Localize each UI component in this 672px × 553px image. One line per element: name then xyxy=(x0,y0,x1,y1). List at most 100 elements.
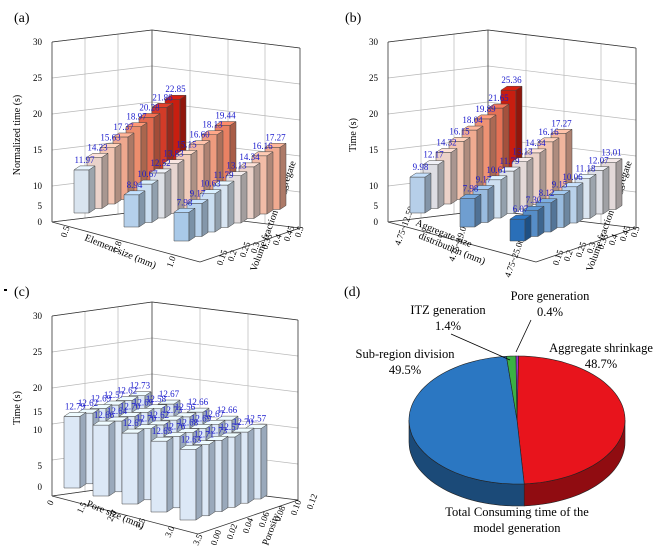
bar-front-face xyxy=(123,194,140,228)
chart-panel-d: (d) Pore generation 0.4% ITZ generation … xyxy=(344,285,653,535)
bar-top-face xyxy=(535,198,558,204)
bar-value-label: 20.28 xyxy=(139,102,160,112)
pie-slice-aggregate-shrinkage xyxy=(516,355,626,485)
bar-side-face xyxy=(101,152,109,209)
panel-a-x-title: Element size (mm) xyxy=(83,233,158,272)
panel-a-y-tick: 0.4 xyxy=(270,232,283,246)
bar-side-face xyxy=(114,143,122,205)
bar-side-face xyxy=(563,190,571,228)
pie-slice-sub-region-division xyxy=(408,355,525,485)
bar-top-face xyxy=(215,415,239,421)
bar-top-face xyxy=(474,114,497,120)
panel-d-pie xyxy=(408,355,626,507)
bar-value-label: 25.36 xyxy=(501,75,522,85)
bar-value-label: 14.32 xyxy=(436,137,456,147)
bar-top-face xyxy=(500,85,523,91)
panel-c-z-tick: 0 xyxy=(38,482,43,492)
bar-top-face xyxy=(105,416,129,422)
bar-value-label: 11.79 xyxy=(500,156,520,166)
bar-value-label: 12.17 xyxy=(423,150,444,160)
bar-value-label: 16.16 xyxy=(538,127,559,137)
bar-value-label: 10.67 xyxy=(137,169,158,179)
panel-b-z-title: Time (s) xyxy=(348,118,359,152)
pie-caption-line2: model generation xyxy=(473,521,561,535)
bar-side-face xyxy=(137,428,145,505)
panel-c-z-tick: 30 xyxy=(33,311,43,321)
panel-c-x-ticks: 0 1.5 2.0 2.5 3.0 3.5 xyxy=(45,498,205,547)
bar-top-face xyxy=(112,132,135,138)
chart-panel-c: (c) 30 25 20 15 10 5 0 Time xyxy=(4,285,319,547)
bar-value-label: 13.01 xyxy=(601,148,621,158)
bar-value-label: 10.61 xyxy=(486,165,506,175)
bar-top-face xyxy=(186,199,209,204)
panel-c-letter: (c) xyxy=(14,285,30,300)
bar-top-face xyxy=(522,205,545,211)
bar-value-label: 14.34 xyxy=(525,138,546,148)
panel-c-z-title: Time (s) xyxy=(12,391,23,425)
bar-top-face xyxy=(157,399,181,405)
panel-b-z-ticks: 30 25 20 15 10 5 0 xyxy=(369,37,379,227)
bar-value-label: 8.94 xyxy=(127,180,143,190)
bar-side-face xyxy=(260,424,268,500)
bar-side-face xyxy=(138,190,146,228)
bar-value-label: 12.67 xyxy=(123,418,144,428)
bar-side-face xyxy=(208,440,216,517)
bar-value-label: 12.73 xyxy=(162,405,183,415)
bar-side-face xyxy=(487,185,495,223)
bar-top-face xyxy=(201,130,224,135)
bar-value-label: 12.52 xyxy=(150,158,170,168)
bar-value-label: 12.57 xyxy=(220,422,241,432)
bar-side-face xyxy=(279,142,287,210)
bar-top-face xyxy=(511,157,534,162)
panel-b-x-tick: 4.75~25.00 xyxy=(502,236,526,278)
bar-top-face xyxy=(136,179,159,185)
bar-top-face xyxy=(561,182,584,188)
bar-top-face xyxy=(264,143,287,148)
bar-top-face xyxy=(214,121,237,126)
panel-a-z-tick: 30 xyxy=(33,37,43,47)
panel-c-y-tick: 0.10 xyxy=(288,498,303,517)
bar-front-face xyxy=(63,416,81,489)
bar-top-face xyxy=(422,160,445,165)
bar-value-label: 14.23 xyxy=(87,142,108,152)
bar-value-label: 17.27 xyxy=(551,118,572,128)
panel-b-z-tick: 10 xyxy=(369,181,379,191)
bar-top-face xyxy=(163,432,187,437)
bar-top-face xyxy=(459,194,482,199)
panel-b-z-tick: 25 xyxy=(369,73,379,83)
bar-value-label: 12.76 xyxy=(165,421,186,431)
bar-top-face xyxy=(509,214,532,220)
panel-a-bars: 22.85 19.44 17.27 21.86 18.13 16.16 20.28 16.60… xyxy=(73,84,287,242)
bar xyxy=(173,207,196,242)
bar-side-face xyxy=(201,199,209,237)
panel-b-bars: 25.36 17.27 13.01 21.65 16.16 12.07 19.89 14.34… xyxy=(409,75,623,242)
bar-side-face xyxy=(602,166,610,215)
panel-a-x-tick: 0.5 xyxy=(58,224,71,238)
bar-top-face xyxy=(448,137,471,142)
bar-side-face xyxy=(151,179,159,223)
bar-top-face xyxy=(205,436,229,441)
panel-b-z-tick: 30 xyxy=(369,37,379,47)
bar-front-face xyxy=(150,440,168,513)
chart-panel-a: (a) 30 25 20 15 10 0 5 xyxy=(12,11,306,273)
panel-c-marker xyxy=(4,289,7,291)
pie-percent-sub-region-division: 49.5% xyxy=(389,363,421,377)
bar-top-face xyxy=(179,445,203,450)
bar-top-face xyxy=(202,419,226,425)
bar-value-label: 13.83 xyxy=(163,149,184,159)
pie-percent-itz-generation: 1.4% xyxy=(435,319,461,333)
bar xyxy=(409,172,432,214)
panel-b-z-tick: 15 xyxy=(369,145,379,155)
bar-value-label: 12.70 xyxy=(120,401,141,411)
bar-side-face xyxy=(253,162,261,219)
bar-top-face xyxy=(164,94,187,100)
bar-value-label: 7.30 xyxy=(526,195,542,205)
bar-front-face xyxy=(409,176,426,214)
bar-value-label: 12.79 xyxy=(65,401,86,411)
bar-side-face xyxy=(474,193,482,228)
bar-top-face xyxy=(212,180,235,186)
panel-b-z-tick: 0 xyxy=(374,217,379,227)
panel-b-letter: (b) xyxy=(345,11,362,26)
panel-a-z-ticks: 30 25 20 15 10 0 5 xyxy=(33,37,43,227)
bar xyxy=(92,420,116,497)
